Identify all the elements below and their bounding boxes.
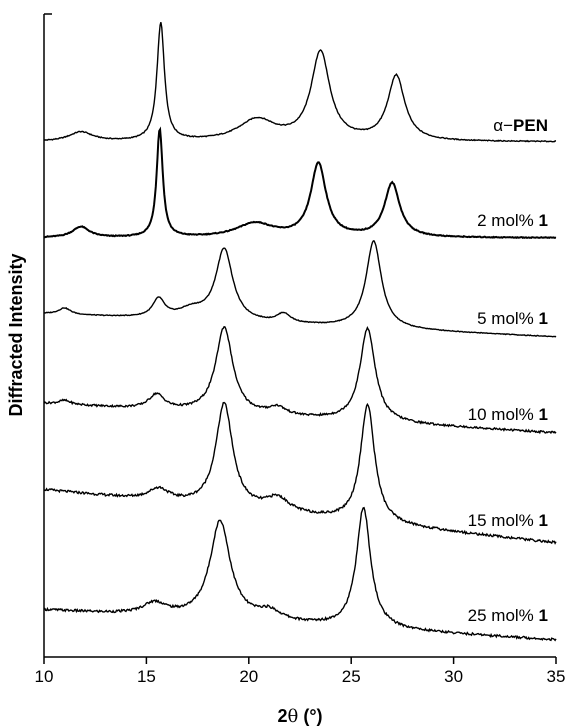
trace-label-prefix: 25 mol% xyxy=(468,606,539,625)
x-axis-title-unit: (°) xyxy=(298,706,322,726)
trace-line xyxy=(44,126,557,240)
x-tick-label: 30 xyxy=(444,667,463,686)
trace-line xyxy=(43,401,557,545)
trace-line xyxy=(43,22,557,143)
trace-label-bold: 1 xyxy=(539,606,548,625)
trace-label-prefix: 15 mol% xyxy=(468,511,539,530)
axes xyxy=(43,13,556,658)
trace-label-bold: 1 xyxy=(539,405,548,424)
trace-label: 25 mol% 1 xyxy=(468,606,548,625)
trace-label-prefix: 2 mol% xyxy=(477,211,538,230)
x-tick-label: 10 xyxy=(35,667,54,686)
trace-label-prefix: 10 mol% xyxy=(468,405,539,424)
trace-label-prefix: 5 mol% xyxy=(477,309,538,328)
trace-label: α−PEN xyxy=(493,116,548,135)
trace-label: 2 mol% 1 xyxy=(477,211,548,230)
trace-label-bold: 1 xyxy=(539,309,548,328)
trace-label-prefix: α− xyxy=(493,116,513,135)
y-axis-title: Diffracted Intensity xyxy=(6,253,26,416)
trace-label: 15 mol% 1 xyxy=(468,511,548,530)
x-axis-title-symbol: θ xyxy=(287,706,298,727)
trace-label-bold: 1 xyxy=(539,511,548,530)
trace-line xyxy=(43,240,557,338)
trace-line xyxy=(43,326,557,435)
trace-label: 10 mol% 1 xyxy=(468,405,548,424)
trace-line xyxy=(43,506,557,642)
x-tick-label: 15 xyxy=(137,667,156,686)
x-axis-title: 2θ (°) xyxy=(277,706,322,727)
traces xyxy=(43,22,557,642)
x-axis-title-main: 2 xyxy=(277,706,287,726)
x-ticks: 10 15 20 25 30 35 xyxy=(35,657,566,686)
trace-label: 5 mol% 1 xyxy=(477,309,548,328)
trace-label-bold: 1 xyxy=(539,211,548,230)
x-tick-label: 25 xyxy=(342,667,361,686)
trace-label-bold: PEN xyxy=(513,116,548,135)
x-tick-label: 35 xyxy=(547,667,566,686)
x-tick-label: 20 xyxy=(239,667,258,686)
